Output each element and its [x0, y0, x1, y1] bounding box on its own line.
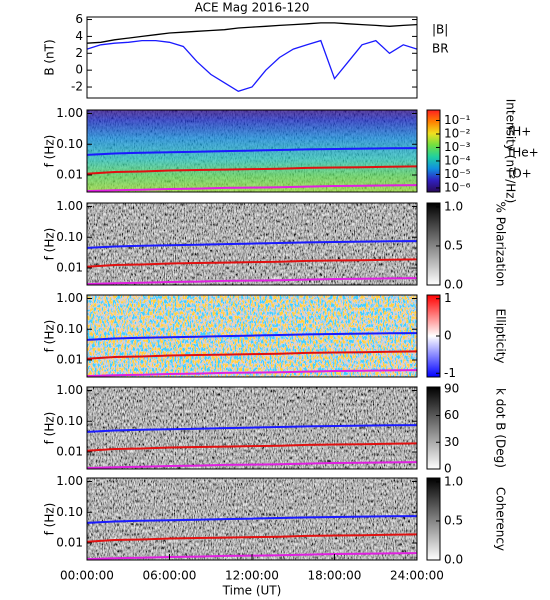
colorbar — [426, 109, 441, 193]
x-tick-label: 06:00:00 — [143, 569, 197, 583]
series-line — [86, 515, 418, 524]
y-tick-label: 0.01 — [56, 261, 83, 275]
y-tick-label: 0.01 — [56, 168, 83, 182]
y-axis-label: B (nT) — [43, 39, 57, 75]
colorbar-tick-label: 1 — [444, 291, 452, 305]
y-tick-label: 0.01 — [56, 536, 83, 550]
series-line — [86, 277, 418, 286]
colorbar-label: Intensity (nT²/Hz) — [504, 99, 518, 204]
y-tick-label: 0.01 — [56, 445, 83, 459]
y-tick-label: 6 — [75, 12, 83, 26]
plot-frame — [86, 294, 418, 378]
y-tick-label: 0.10 — [56, 137, 83, 151]
colorbar-label: k dot B (Deg) — [494, 388, 508, 468]
colorbar-tick-label: 0.0 — [444, 553, 463, 567]
plot-frame — [86, 386, 418, 470]
series-line — [86, 369, 418, 378]
colorbar-tick-label: 0 — [444, 329, 452, 343]
y-tick-label: -2 — [71, 80, 83, 94]
plot-frame — [86, 202, 418, 286]
y-tick-label: 0.10 — [56, 414, 83, 428]
series-line — [86, 442, 418, 452]
colorbar-tick-label: 30 — [444, 435, 459, 449]
colorbar-tick-label: 60 — [444, 408, 459, 422]
y-tick-label: 0 — [75, 63, 83, 77]
colorbar-tick-label: 0 — [444, 462, 452, 476]
colorbar-tick-label: 10⁻⁴ — [444, 153, 471, 167]
colorbar — [426, 386, 441, 470]
y-axis-label: f (Hz) — [43, 412, 57, 445]
series-line — [86, 39, 418, 93]
colorbar-tick-label: 10⁻¹ — [444, 113, 471, 127]
y-tick-label: 1.00 — [56, 383, 83, 397]
colorbar — [426, 202, 441, 286]
series-line — [86, 165, 418, 175]
y-tick-label: 0.10 — [56, 230, 83, 244]
y-axis-label: f (Hz) — [43, 228, 57, 261]
y-tick-label: 0.01 — [56, 353, 83, 367]
plot-frame — [86, 109, 418, 193]
y-axis-label: f (Hz) — [43, 135, 57, 168]
y-tick-label: 2 — [75, 46, 83, 60]
colorbar — [426, 477, 441, 561]
colorbar-tick-label: 0.0 — [444, 278, 463, 292]
series-line — [86, 533, 418, 543]
x-tick-label: 00:00:00 — [60, 569, 114, 583]
colorbar-tick-label: 10⁻² — [444, 126, 471, 140]
x-tick-label: 24:00:00 — [390, 569, 444, 583]
colorbar-tick-label: 1.0 — [444, 199, 463, 213]
plot-frame — [86, 16, 418, 99]
y-tick-label: 1.00 — [56, 474, 83, 488]
series-line — [86, 424, 418, 433]
legend-entry: fHe+ — [508, 146, 539, 160]
x-tick-label: 18:00:00 — [308, 569, 362, 583]
series-line — [86, 184, 418, 193]
legend-entry: |B| — [432, 23, 448, 37]
colorbar-tick-label: 10⁻⁶ — [444, 180, 471, 194]
y-tick-label: 4 — [75, 29, 83, 43]
legend-entry: fH+ — [508, 125, 531, 139]
series-line — [86, 461, 418, 470]
colorbar-label: Ellipticity — [494, 309, 508, 364]
colorbar-tick-label: 0.5 — [444, 238, 463, 252]
y-tick-label: 0.10 — [56, 322, 83, 336]
colorbar-tick-label: 10⁻³ — [444, 140, 471, 154]
y-tick-label: 1.00 — [56, 106, 83, 120]
colorbar-tick-label: -1 — [444, 366, 456, 380]
x-axis-label: Time (UT) — [222, 584, 282, 598]
series-line — [86, 147, 418, 156]
colorbar-tick-label: 90 — [444, 381, 459, 395]
y-axis-label: f (Hz) — [43, 320, 57, 353]
colorbar-tick-label: 10⁻⁵ — [444, 167, 471, 181]
x-tick-label: 12:00:00 — [225, 569, 279, 583]
y-axis-label: f (Hz) — [43, 503, 57, 536]
chart-title: ACE Mag 2016-120 — [195, 1, 310, 15]
series-line — [86, 240, 418, 249]
colorbar-label: Coherency — [494, 487, 508, 551]
colorbar-tick-label: 1.0 — [444, 474, 463, 488]
y-tick-label: 1.00 — [56, 199, 83, 213]
legend-entry: BR — [432, 42, 449, 56]
y-tick-label: 1.00 — [56, 291, 83, 305]
series-line — [86, 332, 418, 341]
series-line — [86, 350, 418, 360]
colorbar-tick-label: 0.5 — [444, 513, 463, 527]
series-line — [86, 22, 418, 44]
colorbar-label: % Polarization — [494, 202, 508, 287]
series-line — [86, 258, 418, 268]
legend-entry: fO+ — [508, 167, 532, 181]
y-tick-label: 0.10 — [56, 505, 83, 519]
